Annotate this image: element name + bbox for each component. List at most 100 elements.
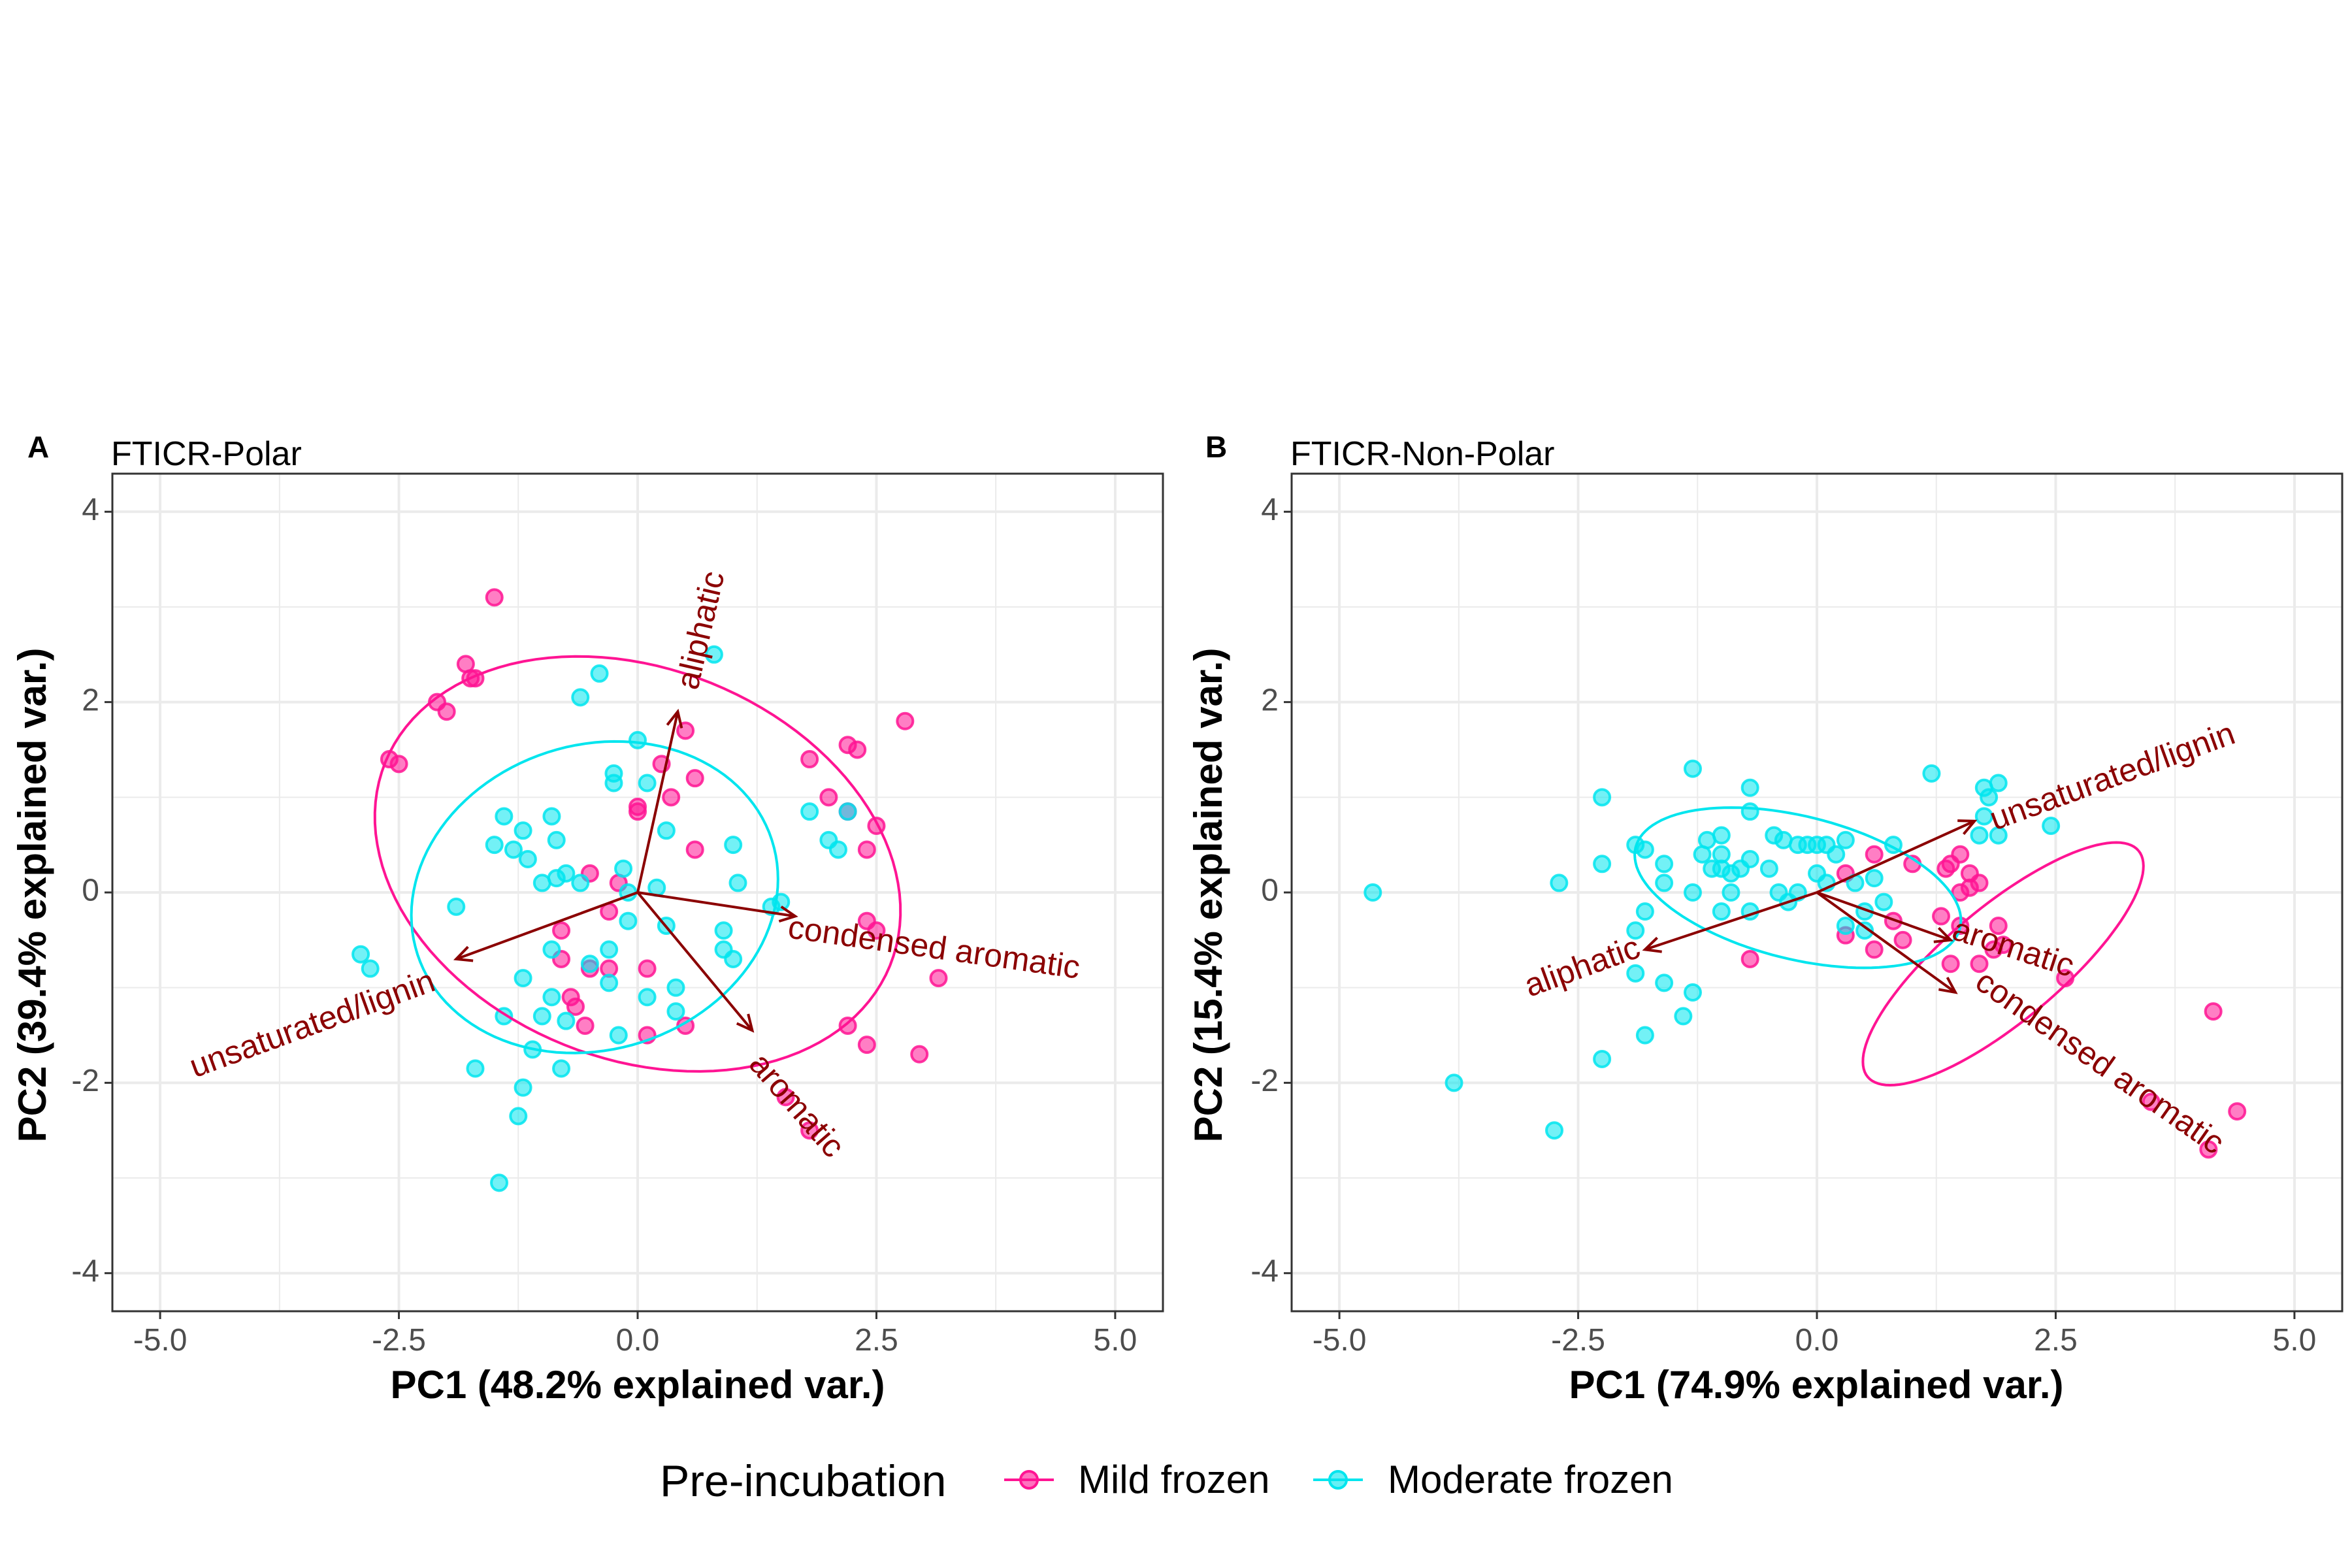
point-moderate [1445,1073,1463,1092]
point-moderate [1635,840,1654,859]
point-mild [1984,940,2003,959]
point-moderate [638,988,657,1007]
panel-subtitle: FTICR-Polar [111,435,302,473]
point-moderate [351,945,370,964]
point-mild [857,1036,876,1054]
point-moderate [619,911,638,930]
point-mild [1865,940,1884,959]
point-moderate [485,836,504,855]
loading-arrow-aromatic [636,891,753,1032]
point-moderate [1759,859,1778,878]
point-mild [629,797,647,816]
point-moderate [495,807,514,826]
point-moderate [1989,826,2008,845]
legend-label: Mild frozen [1078,1458,1269,1501]
ellipse-moderate [410,740,779,1054]
legend-title: Pre-incubation [660,1456,946,1506]
point-moderate [714,921,733,940]
loading-arrow-aromatic [1816,891,1952,941]
point-moderate [604,774,623,792]
y-tick-label: -2 [1250,1064,1279,1098]
point-moderate [1550,874,1569,892]
point-moderate [800,802,819,821]
arrowhead [1642,936,1662,953]
point-moderate [1635,1026,1654,1045]
point-moderate [704,645,723,664]
point-mild [685,840,704,859]
point-moderate [490,1173,509,1192]
point-mild [638,959,657,978]
x-tick-label: 2.5 [2034,1323,2078,1358]
legend-label: Moderate frozen [1388,1458,1673,1501]
y-axis-title: PC2 (15.4% explained var.) [1186,647,1230,1142]
point-mild [1936,859,1955,878]
x-axis-title: PC1 (48.2% explained var.) [390,1363,885,1407]
legend-key-point [1019,1470,1039,1490]
point-mild [1893,930,1912,949]
point-moderate [724,836,743,855]
point-moderate [1712,902,1731,921]
y-tick-label: 4 [82,493,99,527]
point-moderate [666,978,685,997]
y-tick-label: -2 [71,1064,99,1098]
y-tick-label: -4 [1250,1254,1279,1288]
point-moderate [509,1107,528,1126]
point-mild [776,1088,795,1107]
point-moderate [1865,869,1884,888]
point-moderate [1655,973,1674,992]
arrowhead [778,906,798,923]
point-moderate [466,1059,485,1078]
point-moderate [1593,855,1612,874]
ellipse-mild [373,655,902,1073]
point-moderate [590,664,609,683]
point-moderate [1970,826,1989,845]
y-tick-label: 4 [1261,493,1279,527]
point-moderate [1626,921,1645,940]
y-tick-label: 2 [1261,683,1279,717]
point-moderate [1836,916,1855,935]
y-tick-label: 0 [1261,874,1279,908]
y-tick-label: 0 [82,874,99,908]
point-mild [910,1045,929,1064]
point-moderate [1740,778,1759,797]
point-moderate [828,840,847,859]
arrowhead [1938,977,1958,994]
point-moderate [647,878,666,897]
x-tick-label: 5.0 [1094,1323,1137,1358]
point-moderate [532,874,551,892]
x-tick-label: -5.0 [1313,1323,1367,1358]
point-moderate [1722,883,1740,902]
point-moderate [1836,830,1855,849]
point-moderate [2042,817,2061,836]
point-moderate [547,830,566,849]
point-mild [1960,878,1979,897]
legend-key-point [1328,1470,1348,1490]
panel-b: B FTICR-Non-Polar unsaturated/ligninalip… [1186,430,2344,1407]
point-mild [1989,916,2008,935]
point-moderate [600,973,619,992]
point-moderate [571,688,590,707]
point-moderate [1874,892,1893,911]
point-moderate [532,1007,551,1026]
x-tick-label: -2.5 [372,1323,426,1358]
point-mild [867,921,886,940]
ellipse-mild [1861,841,2145,1087]
point-moderate [1593,788,1612,807]
point-mild [1932,907,1951,926]
x-tick-label: 0.0 [616,1323,660,1358]
arrowhead [453,945,474,962]
point-moderate [1683,883,1702,902]
point-mild [2228,1102,2247,1121]
y-tick-label: -4 [71,1254,99,1288]
point-mild [857,840,876,859]
arrowhead [1957,819,1978,835]
legend: Pre-incubation Mild frozen Moderate froz… [660,1456,1673,1506]
point-moderate [1683,759,1702,778]
point-moderate [542,988,561,1007]
point-moderate [1364,883,1382,902]
point-moderate [1655,855,1674,874]
point-moderate [361,959,380,978]
